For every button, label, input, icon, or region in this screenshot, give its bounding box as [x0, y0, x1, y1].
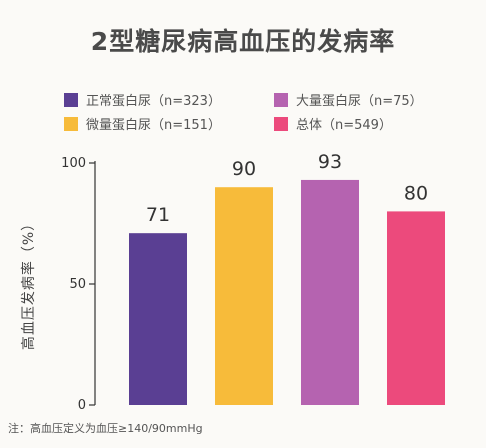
bar-1: [129, 233, 187, 405]
legend-swatch: [274, 92, 288, 107]
bar-2: [215, 187, 273, 405]
footnote: 注：高血压定义为血压≥140/90mmHg: [8, 422, 203, 435]
legend-item-macro-proteinuria: 大量蛋白尿（n=75）: [274, 90, 423, 109]
legend-label: 总体（n=549）: [296, 118, 392, 133]
y-tick-label: 50: [69, 277, 86, 292]
y-tick-label: 100: [61, 156, 86, 171]
legend-item-normal-proteinuria: 正常蛋白尿（n=323）: [64, 90, 221, 109]
bar-value-label: 93: [318, 151, 342, 173]
legend-swatch: [274, 116, 288, 131]
bar-value-label: 90: [232, 158, 256, 180]
bar-value-label: 80: [404, 182, 428, 204]
legend-item-micro-proteinuria: 微量蛋白尿（n=151）: [64, 114, 221, 133]
bar-4: [387, 211, 445, 405]
chart-title: 2型糖尿病高血压的发病率: [90, 27, 396, 56]
legend-label: 微量蛋白尿（n=151）: [86, 118, 221, 133]
legend-label: 正常蛋白尿（n=323）: [86, 94, 221, 109]
legend: 正常蛋白尿（n=323） 大量蛋白尿（n=75） 微量蛋白尿（n=151） 总体…: [64, 90, 464, 134]
legend-swatch: [64, 92, 78, 107]
legend-label: 大量蛋白尿（n=75）: [296, 94, 423, 109]
y-tick-label: 0: [78, 398, 86, 413]
legend-item-overall: 总体（n=549）: [274, 114, 392, 133]
bar-3: [301, 179, 359, 405]
legend-swatch: [64, 116, 78, 131]
bar-value-label: 71: [146, 204, 170, 226]
